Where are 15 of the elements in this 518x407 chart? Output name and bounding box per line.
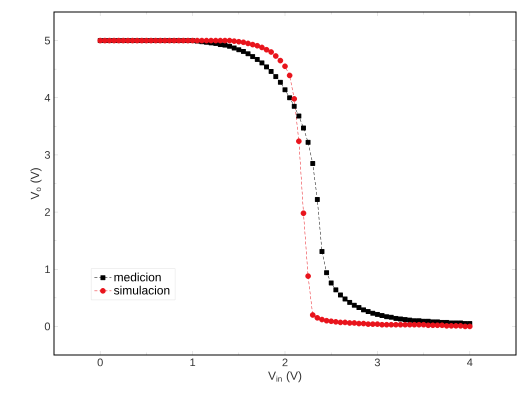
x-tick-label: 4 [467,358,473,366]
legend-label: medicion [114,272,161,282]
legend-label: simulacion [114,286,170,295]
y-tick-label: 5 [44,36,50,44]
y-tick-label: 4 [44,94,50,102]
x-tick-label: 2 [282,358,288,366]
x-tick-label: 1 [190,358,196,366]
y-tick-label: 0 [44,322,50,330]
x-tick-label: 0 [98,358,103,366]
y-tick-label: 1 [45,265,50,274]
y-tick-label: 2 [44,208,50,216]
y-tick-label: 3 [44,151,50,159]
x-axis-title: V$_{in}$ (V) [268,371,302,382]
y-axis-title: V$_{o}$ (V) [30,168,42,200]
x-tick-label: 3 [374,358,380,366]
